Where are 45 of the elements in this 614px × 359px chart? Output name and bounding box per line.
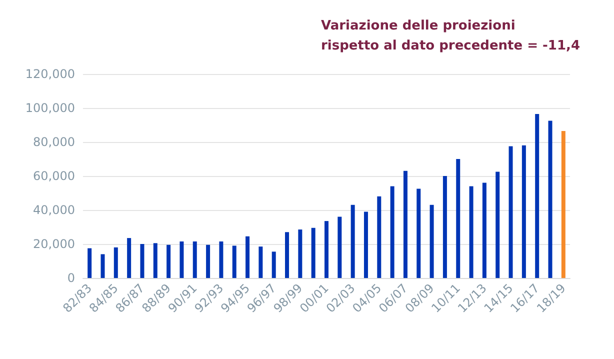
bar (403, 170, 408, 278)
bar (377, 196, 382, 278)
y-tick-label: 120,000 (25, 67, 75, 81)
bar (535, 114, 540, 278)
bar (180, 241, 184, 278)
bar (219, 241, 224, 278)
y-tick-label: 40,000 (33, 203, 75, 217)
bar (88, 248, 92, 278)
bar (100, 254, 105, 278)
bar (258, 246, 263, 278)
bar (232, 246, 236, 278)
bar (272, 252, 276, 278)
y-tick-label: 100,000 (25, 101, 75, 115)
bar (522, 145, 526, 278)
bar (192, 241, 197, 278)
text: Variazione delle proiezioni rispetto al dato precedente = -11,4 (321, 18, 580, 54)
bar (364, 212, 368, 278)
bar (298, 230, 302, 278)
bar (206, 244, 210, 278)
bar (482, 182, 486, 278)
bar (246, 236, 250, 278)
bar (338, 216, 342, 278)
bar (140, 244, 144, 278)
bar (166, 244, 171, 278)
bar (416, 188, 421, 278)
bar (390, 186, 394, 278)
y-tick-label: 0 (67, 271, 75, 285)
y-tick-label: 20,000 (33, 237, 75, 251)
bar (548, 120, 552, 278)
bar (442, 176, 447, 278)
bar (508, 146, 513, 278)
bar (114, 247, 118, 278)
y-tick-label: 60,000 (33, 169, 75, 183)
bar (456, 159, 460, 278)
bar (127, 238, 132, 278)
bar (285, 232, 290, 278)
bar (350, 204, 355, 278)
bar (324, 221, 328, 278)
bar (430, 204, 434, 278)
bar (561, 130, 566, 278)
bar (496, 172, 500, 278)
bar (469, 186, 474, 278)
bar (153, 243, 158, 278)
y-tick-label: 80,000 (33, 135, 75, 149)
bar (311, 228, 316, 278)
